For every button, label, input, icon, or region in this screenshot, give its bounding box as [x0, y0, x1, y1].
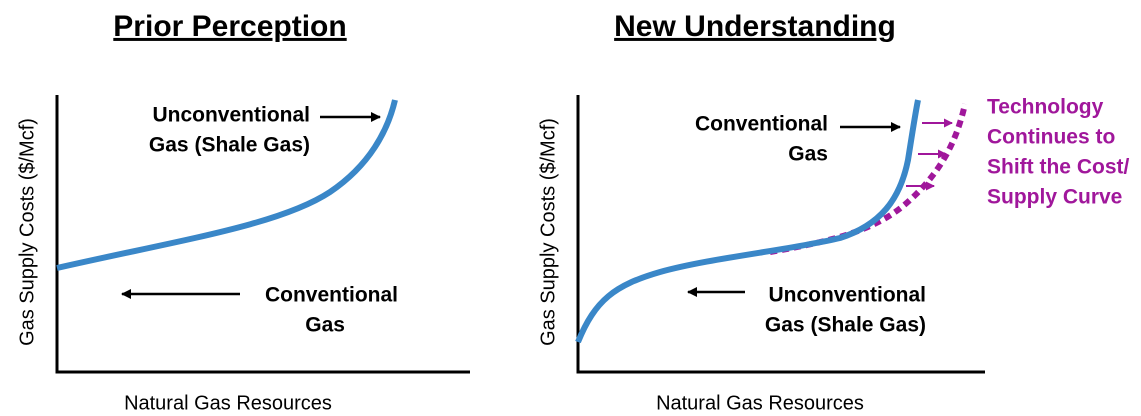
- curve-label: Gas: [788, 143, 828, 166]
- panel-title: Prior Perception: [113, 10, 346, 43]
- curve-label: Unconventional: [768, 284, 926, 307]
- shift-label: Technology: [987, 96, 1104, 119]
- y-axis-label: Gas Supply Costs ($/Mcf): [537, 118, 559, 346]
- panel-title: New Understanding: [614, 10, 896, 43]
- x-axis-label: Natural Gas Resources: [124, 392, 332, 414]
- curve-label: Gas (Shale Gas): [149, 134, 310, 157]
- shift-label: Shift the Cost/: [987, 156, 1129, 179]
- axes: [576, 95, 985, 374]
- shift-label: Continues to: [987, 126, 1115, 149]
- shift-label: Supply Curve: [987, 186, 1122, 209]
- supply-curve: [56, 99, 398, 271]
- curve-label: Unconventional: [152, 104, 310, 127]
- curve-label: Conventional: [695, 113, 828, 136]
- x-axis-label: Natural Gas Resources: [656, 392, 864, 414]
- curve-label: Gas: [305, 314, 345, 337]
- supply-curve: [575, 99, 921, 344]
- y-axis-label: Gas Supply Costs ($/Mcf): [16, 118, 38, 346]
- curve-label: Conventional: [265, 284, 398, 307]
- axes: [55, 95, 470, 374]
- curve-label: Gas (Shale Gas): [765, 314, 926, 337]
